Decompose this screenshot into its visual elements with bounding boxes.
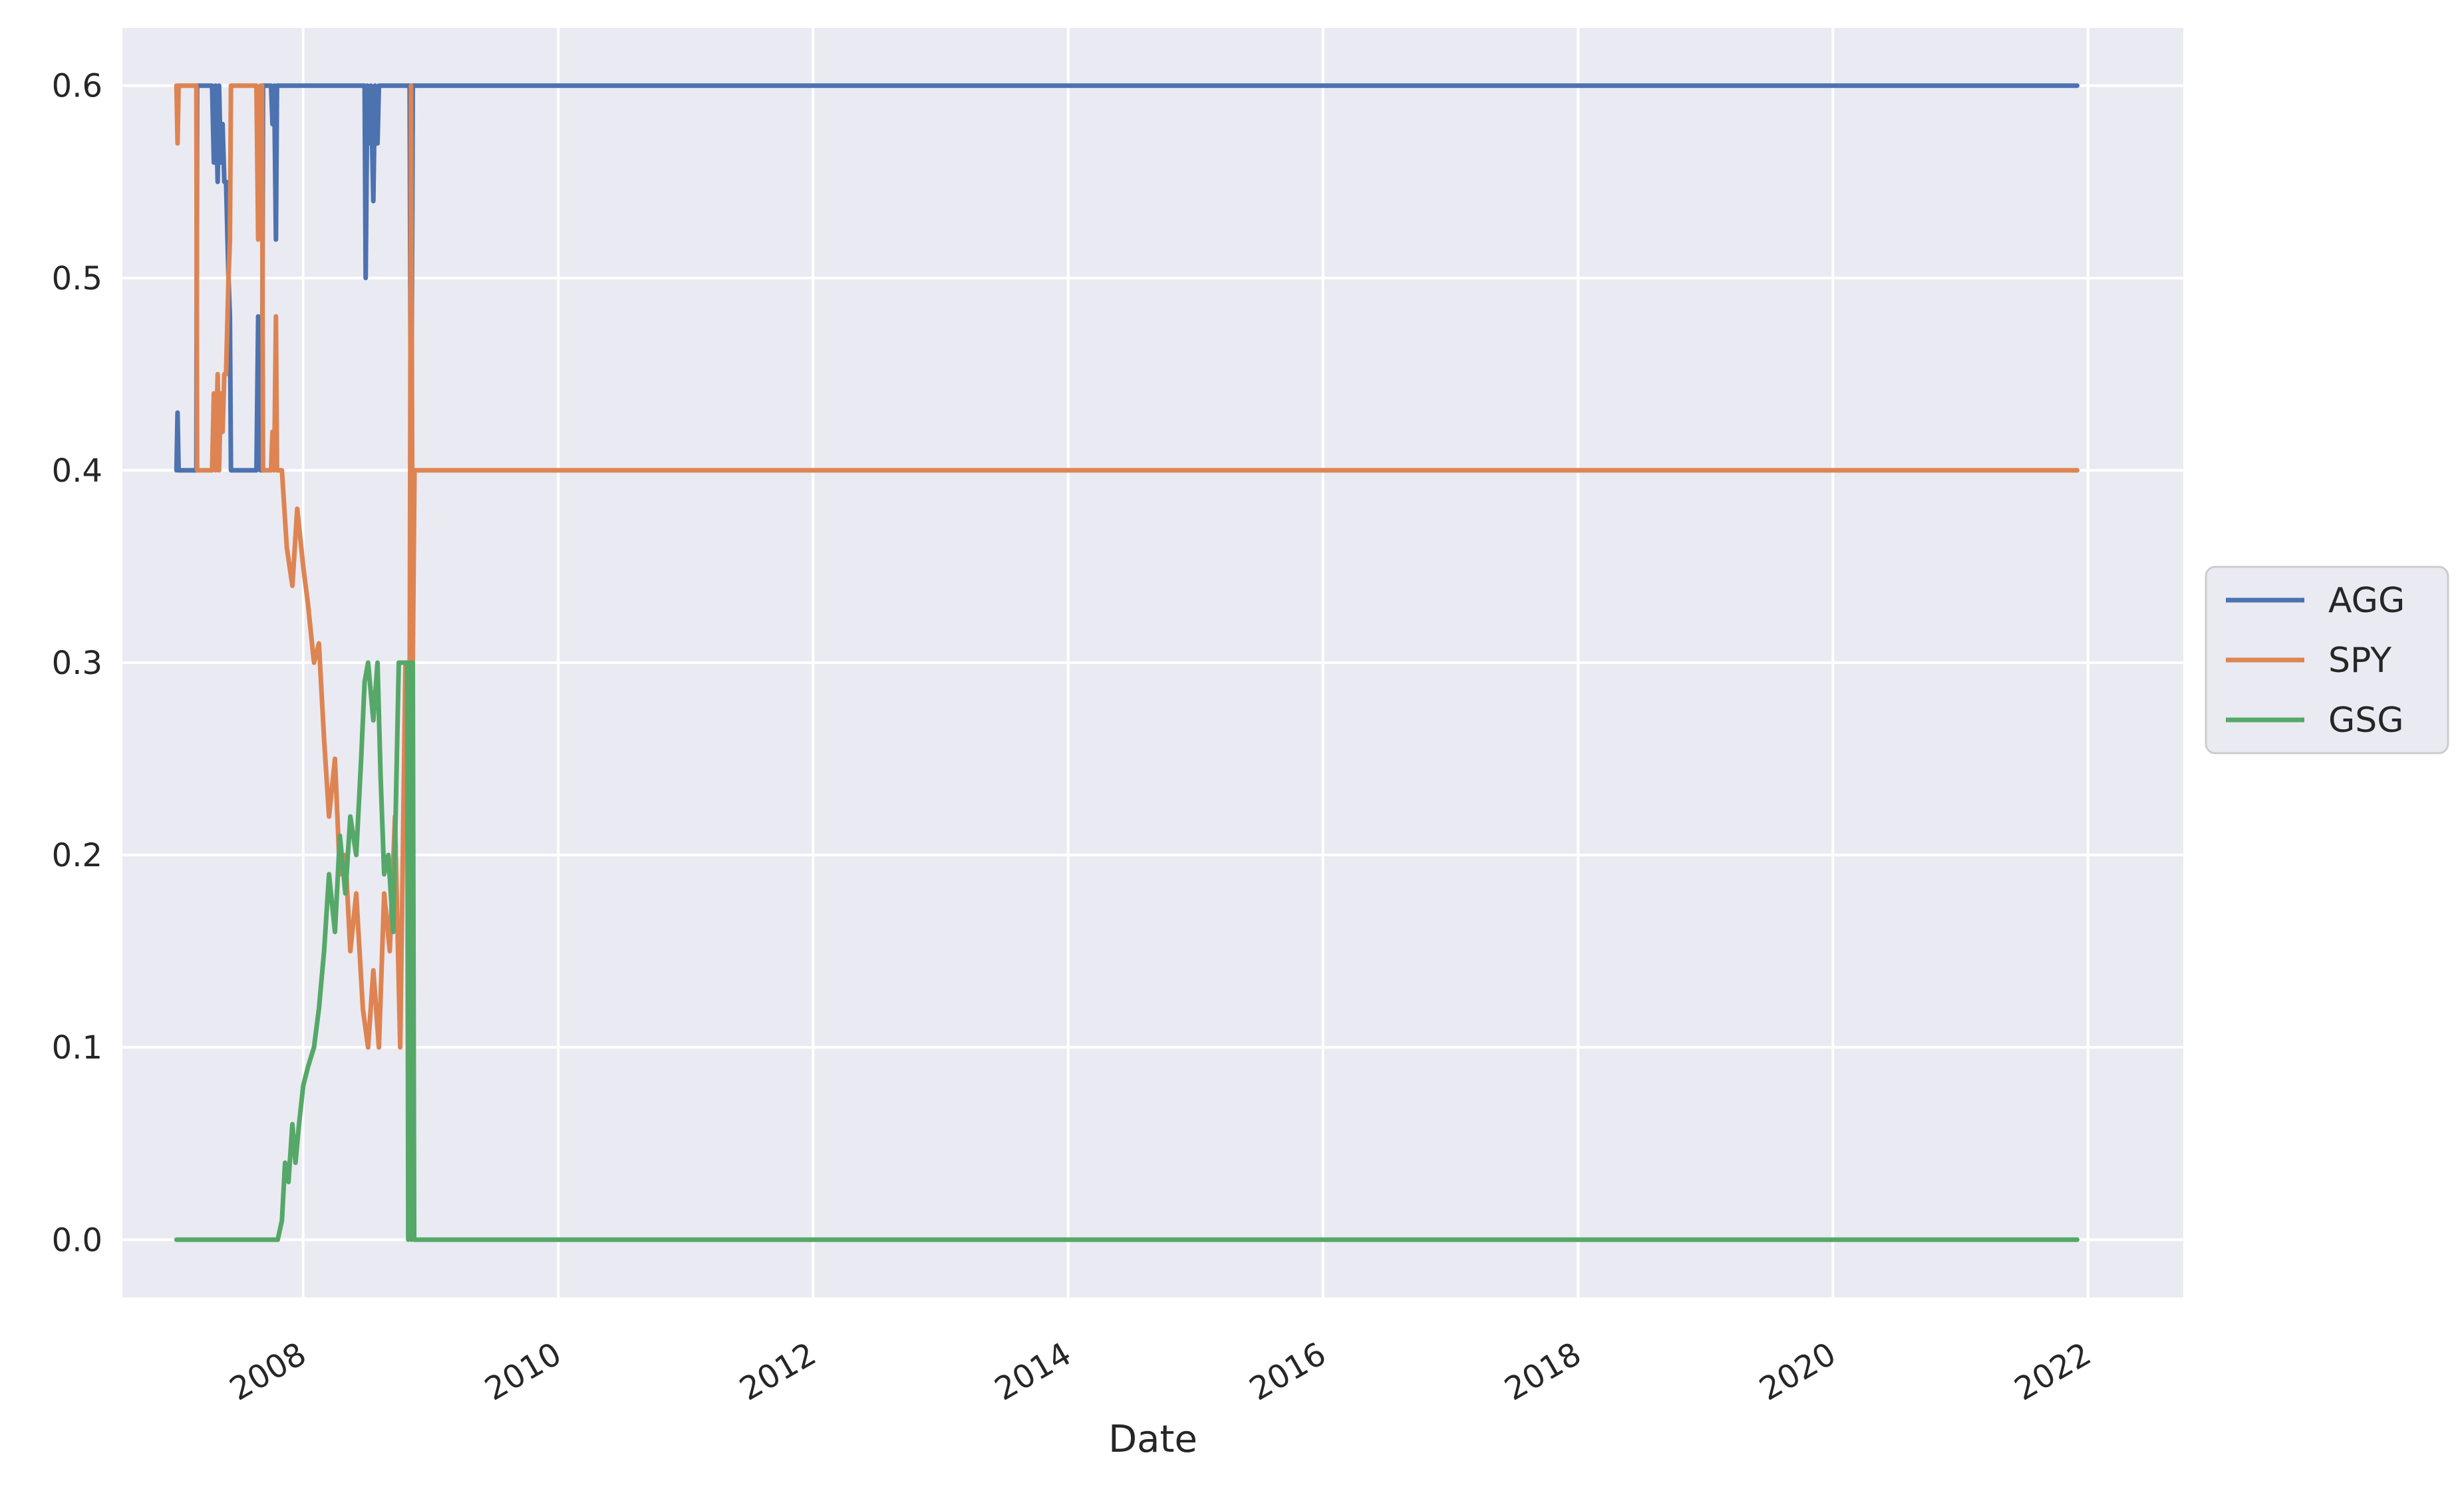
y-tick-label: 0.0	[52, 1222, 102, 1259]
x-axis-label: Date	[1108, 1418, 1197, 1461]
legend: AGG SPY GSG	[2205, 566, 2449, 754]
y-tick-label: 0.6	[52, 68, 102, 105]
y-tick-label: 0.3	[52, 645, 102, 682]
legend-label: GSG	[2328, 701, 2404, 741]
y-tick-label: 0.4	[52, 452, 102, 490]
legend-item-gsg: GSG	[2226, 701, 2404, 741]
legend-box	[2205, 566, 2449, 754]
legend-item-agg: AGG	[2226, 581, 2405, 621]
y-tick-label: 0.1	[52, 1029, 102, 1067]
y-tick-label: 0.5	[52, 260, 102, 297]
y-tick-label: 0.2	[52, 837, 102, 874]
series-line-gsg	[174, 660, 2079, 1242]
legend-item-spy: SPY	[2226, 641, 2391, 681]
series-line-spy	[174, 83, 2079, 1050]
y-axis: 0.0 0.1 0.2 0.3 0.4 0.5 0.6	[52, 68, 102, 1259]
legend-label: AGG	[2328, 581, 2405, 621]
series-layer	[174, 83, 2079, 1242]
legend-label: SPY	[2328, 641, 2391, 681]
